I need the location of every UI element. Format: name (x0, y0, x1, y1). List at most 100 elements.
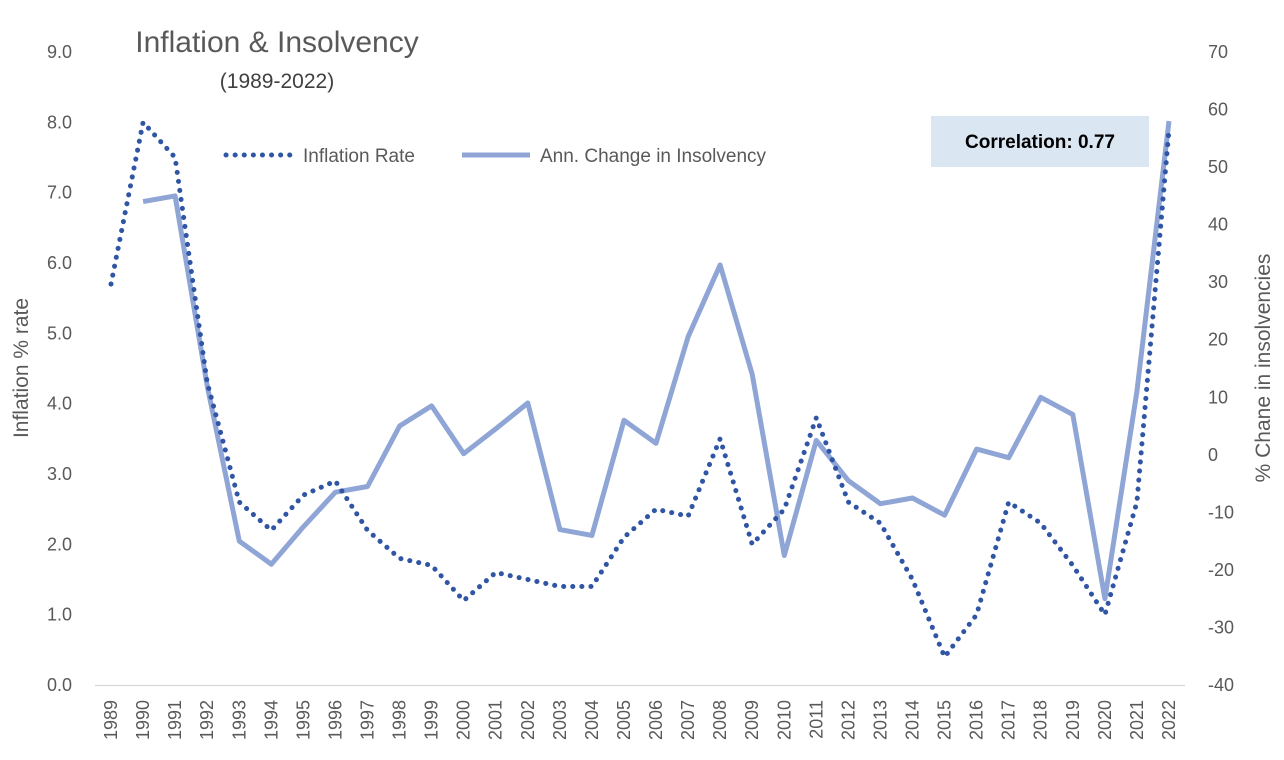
y-tick-label: 6.0 (47, 253, 72, 273)
insolvency-point (878, 502, 882, 506)
inflation-point (430, 563, 434, 567)
inflation-point (109, 282, 113, 286)
inflation-point (366, 528, 370, 532)
inflation-point (1167, 127, 1171, 131)
inflation-point (590, 585, 594, 589)
inflation-point (333, 479, 337, 483)
legend: Inflation Rate Ann. Change in Insolvency (223, 146, 767, 167)
chart-title: Inflation & Insolvency (135, 26, 419, 59)
x-tick-label: 1998 (390, 700, 410, 740)
inflation-point (814, 416, 818, 420)
insolvency-point (526, 401, 530, 405)
x-tick-label: 1994 (261, 700, 281, 740)
y-tick-label: 8.0 (47, 112, 72, 132)
insolvency-point (750, 372, 754, 376)
insolvency-point (943, 513, 947, 517)
inflation-point (1007, 500, 1011, 504)
x-tick-label: 2012 (838, 700, 858, 740)
inflation-point (398, 556, 402, 560)
x-tick-label: 1993 (229, 700, 249, 740)
x-tick-label: 1989 (101, 700, 121, 740)
inflation-point (237, 500, 241, 504)
inflation-point (750, 542, 754, 546)
x-tick-label: 2013 (870, 700, 890, 740)
insolvency-change-line (142, 120, 1172, 602)
tick-labels-layer: 0.0 1.0 2.0 3.0 4.0 5.0 6.0 7.0 8.0 9.0 -40 -30 -20 -… (47, 42, 1234, 740)
x-tick-label: 2015 (935, 700, 955, 740)
x-tick-label: 1996 (325, 700, 345, 740)
insolvency-point (366, 485, 370, 489)
inflation-rate-line (108, 119, 1172, 660)
inflation-point (173, 156, 177, 160)
correlation-text: Correlation: 0.77 (965, 132, 1115, 153)
x-tick-label: 2020 (1095, 700, 1115, 740)
insolvency-point (462, 452, 466, 456)
y-tick-label: 5.0 (47, 323, 72, 343)
inflation-point (558, 585, 562, 589)
y2-tick-label: -20 (1208, 560, 1234, 580)
insolvency-point (846, 479, 850, 483)
x-tick-label: 1995 (293, 700, 313, 740)
insolvency-point (558, 528, 562, 532)
y2-tick-label: 10 (1208, 387, 1228, 407)
inflation-point (718, 437, 722, 441)
y-tick-label: 2.0 (47, 534, 72, 554)
insolvency-point (911, 496, 915, 500)
y2-tick-label: 50 (1208, 157, 1228, 177)
insolvency-point (686, 335, 690, 339)
inflation-point (462, 599, 466, 603)
x-tick-label: 2010 (774, 700, 794, 740)
x-tick-label: 2007 (678, 700, 698, 740)
insolvency-point (718, 263, 722, 267)
x-tick-label: 1992 (197, 700, 217, 740)
insolvency-point (333, 490, 337, 494)
insolvency-point (141, 200, 145, 204)
insolvency-point (782, 554, 786, 558)
insolvency-point (814, 438, 818, 442)
y-tick-label: 7.0 (47, 183, 72, 203)
x-tick-label: 2022 (1159, 700, 1179, 740)
insolvency-point (301, 525, 305, 529)
insolvency-point (622, 418, 626, 422)
insolvency-point (590, 533, 594, 537)
x-tick-label: 2003 (550, 700, 570, 740)
inflation-point (878, 521, 882, 525)
y-axis-title: Inflation % rate (10, 298, 33, 438)
y-tick-label: 4.0 (47, 394, 72, 414)
x-tick-label: 1999 (422, 700, 442, 740)
x-tick-label: 1997 (358, 700, 378, 740)
insolvency-point (269, 562, 273, 566)
legend-inflation-label: Inflation Rate (303, 146, 415, 167)
y2-tick-label: 70 (1208, 42, 1228, 62)
insolvency-point (1135, 390, 1139, 394)
x-tick-label: 2001 (486, 700, 506, 740)
x-tick-label: 2008 (710, 700, 730, 740)
y2-tick-label: 60 (1208, 100, 1228, 120)
inflation-point (975, 613, 979, 617)
inflation-point (1039, 521, 1043, 525)
inflation-point (301, 493, 305, 497)
inflation-point (1135, 500, 1139, 504)
inflation-point (654, 507, 658, 511)
x-tick-label: 1990 (133, 700, 153, 740)
y2-axis-title: % Chane in insolvencies (1252, 254, 1275, 483)
y2-tick-label: -40 (1208, 675, 1234, 695)
y2-tick-label: 0 (1208, 445, 1218, 465)
x-tick-label: 2018 (1031, 700, 1051, 740)
x-tick-label: 2006 (646, 700, 666, 740)
series-layer (108, 119, 1172, 660)
insolvency-point (1103, 597, 1107, 601)
insolvency-point (173, 194, 177, 198)
x-tick-label: 2009 (742, 700, 762, 740)
x-tick-label: 2017 (999, 700, 1019, 740)
x-tick-label: 2002 (518, 700, 538, 740)
inflation-point (1103, 613, 1107, 617)
inflation-point (141, 120, 145, 124)
x-tick-label: 2011 (806, 700, 826, 739)
y2-tick-label: -10 (1208, 502, 1234, 522)
correlation-box (931, 116, 1149, 167)
y2-tick-label: 30 (1208, 272, 1228, 292)
inflation-point (846, 500, 850, 504)
